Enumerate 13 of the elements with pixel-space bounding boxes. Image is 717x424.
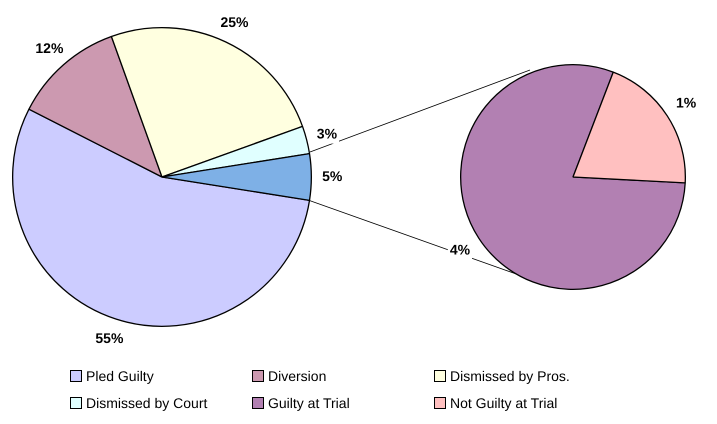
data-label: 5% <box>322 168 343 184</box>
legend-label: Dismissed by Court <box>86 395 208 411</box>
data-label: 4% <box>450 241 471 258</box>
data-label: 25% <box>220 14 250 30</box>
data-label: 12% <box>35 40 64 56</box>
data-label: 3% <box>316 126 338 142</box>
data-label: 1% <box>676 94 697 110</box>
legend-label: Pled Guilty <box>86 368 154 384</box>
legend-label: Diversion <box>268 368 326 384</box>
legend-label: Dismissed by Pros. <box>450 368 570 384</box>
legend-label: Guilty at Trial <box>268 395 350 411</box>
data-label: 55% <box>95 330 124 346</box>
legend-label: Not Guilty at Trial <box>450 395 558 411</box>
